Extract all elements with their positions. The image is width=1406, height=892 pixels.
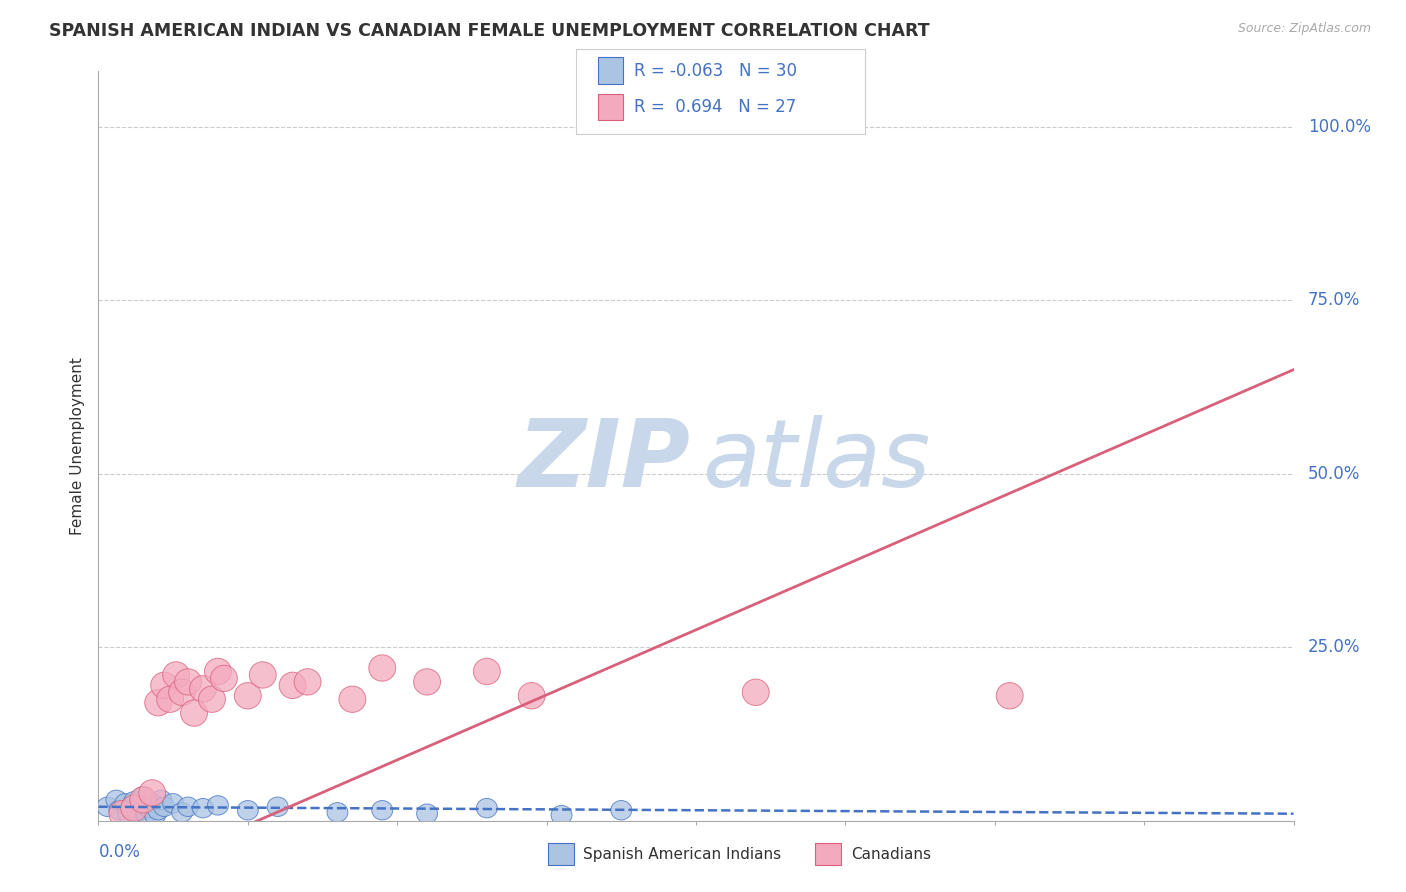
Ellipse shape <box>108 800 136 827</box>
Text: R =  0.694   N = 27: R = 0.694 N = 27 <box>634 98 796 116</box>
Ellipse shape <box>294 669 321 695</box>
Text: SPANISH AMERICAN INDIAN VS CANADIAN FEMALE UNEMPLOYMENT CORRELATION CHART: SPANISH AMERICAN INDIAN VS CANADIAN FEMA… <box>49 22 929 40</box>
Ellipse shape <box>368 655 395 681</box>
Ellipse shape <box>121 795 148 822</box>
Ellipse shape <box>328 803 347 822</box>
Ellipse shape <box>108 800 129 820</box>
Ellipse shape <box>148 800 169 820</box>
Ellipse shape <box>416 804 437 823</box>
Ellipse shape <box>519 682 546 709</box>
Ellipse shape <box>156 686 184 713</box>
Ellipse shape <box>339 686 366 713</box>
Ellipse shape <box>267 797 288 816</box>
Ellipse shape <box>249 662 276 688</box>
Ellipse shape <box>169 679 195 706</box>
Ellipse shape <box>172 803 193 822</box>
Ellipse shape <box>153 797 174 816</box>
Text: Source: ZipAtlas.com: Source: ZipAtlas.com <box>1237 22 1371 36</box>
Ellipse shape <box>142 794 163 813</box>
Text: R = -0.063   N = 30: R = -0.063 N = 30 <box>634 62 797 79</box>
Ellipse shape <box>177 797 198 816</box>
Ellipse shape <box>193 798 214 818</box>
Ellipse shape <box>211 665 238 691</box>
Ellipse shape <box>121 797 142 816</box>
Ellipse shape <box>371 800 392 820</box>
Ellipse shape <box>97 797 118 816</box>
Text: 25.0%: 25.0% <box>1308 638 1361 657</box>
Ellipse shape <box>132 787 153 806</box>
Text: 0.0%: 0.0% <box>98 843 141 861</box>
Text: Canadians: Canadians <box>851 847 931 862</box>
Text: ZIP: ZIP <box>517 415 690 507</box>
Ellipse shape <box>163 662 190 688</box>
Text: 50.0%: 50.0% <box>1308 465 1360 483</box>
Ellipse shape <box>145 690 172 716</box>
Ellipse shape <box>139 780 166 806</box>
Ellipse shape <box>129 796 150 815</box>
Ellipse shape <box>997 682 1024 709</box>
Ellipse shape <box>610 800 631 820</box>
Ellipse shape <box>204 658 232 685</box>
Ellipse shape <box>150 790 172 810</box>
Ellipse shape <box>115 794 136 813</box>
Text: 100.0%: 100.0% <box>1308 118 1371 136</box>
Ellipse shape <box>208 796 228 815</box>
Ellipse shape <box>180 700 208 726</box>
Ellipse shape <box>413 669 440 695</box>
Ellipse shape <box>551 805 572 825</box>
Ellipse shape <box>477 798 498 818</box>
Ellipse shape <box>474 658 501 685</box>
Ellipse shape <box>118 804 139 823</box>
Ellipse shape <box>235 682 262 709</box>
Ellipse shape <box>136 804 156 823</box>
Y-axis label: Female Unemployment: Female Unemployment <box>70 357 86 535</box>
Ellipse shape <box>139 798 160 818</box>
Ellipse shape <box>174 669 201 695</box>
Ellipse shape <box>742 679 769 706</box>
Ellipse shape <box>127 803 148 822</box>
Ellipse shape <box>190 675 217 702</box>
Ellipse shape <box>105 790 127 810</box>
Ellipse shape <box>145 805 166 825</box>
Ellipse shape <box>198 686 225 713</box>
Ellipse shape <box>238 800 259 820</box>
Ellipse shape <box>124 791 145 811</box>
Ellipse shape <box>280 673 307 698</box>
Text: Spanish American Indians: Spanish American Indians <box>583 847 782 862</box>
Ellipse shape <box>129 787 156 813</box>
Text: 75.0%: 75.0% <box>1308 292 1360 310</box>
Ellipse shape <box>163 794 184 813</box>
Text: atlas: atlas <box>702 416 931 507</box>
Ellipse shape <box>150 673 177 698</box>
